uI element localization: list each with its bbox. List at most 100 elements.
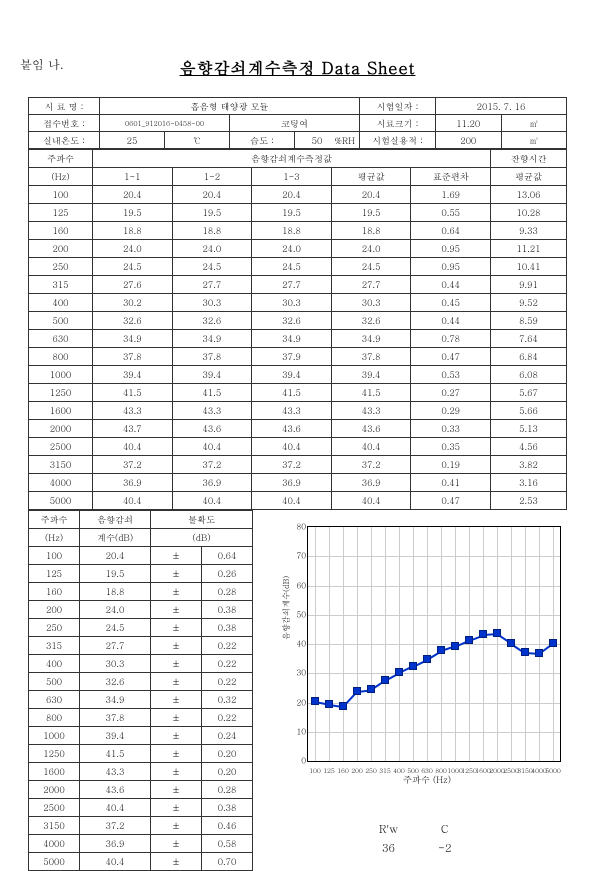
data-cell: 18.8	[93, 222, 173, 240]
data-cell: 0.64	[411, 222, 491, 240]
data-cell: 6.08	[491, 366, 567, 384]
col-std: 표준편차	[411, 168, 491, 186]
data-cell: 0.53	[411, 366, 491, 384]
data-cell: 27.7	[252, 276, 332, 294]
data-cell: 0.28	[202, 583, 253, 601]
col-rev-header: 잔향시간	[491, 150, 567, 168]
code-label: 코팅여	[230, 115, 360, 132]
data-cell: 2500	[29, 799, 80, 817]
page-title: 음향감쇠계수측정 Data Sheet	[28, 56, 567, 79]
data-cell: 20.4	[80, 547, 151, 565]
chart-marker	[451, 642, 459, 650]
data-cell: 200	[29, 240, 93, 258]
data-cell: 20.4	[172, 186, 252, 204]
data-cell: 37.2	[172, 456, 252, 474]
data-cell: 9.52	[491, 294, 567, 312]
data-cell: 4000	[29, 835, 80, 853]
plus-minus: ±	[151, 817, 202, 835]
data-cell: 24.5	[80, 619, 151, 637]
y-tick-label: 80	[292, 522, 306, 533]
data-cell: 5.13	[491, 420, 567, 438]
data-cell: 43.3	[80, 763, 151, 781]
plus-minus: ±	[151, 745, 202, 763]
data-cell: 39.4	[172, 366, 252, 384]
data-cell: 0.38	[202, 601, 253, 619]
col-1-1: 1-1	[93, 168, 173, 186]
data-cell: 41.5	[80, 745, 151, 763]
data-cell: 36.9	[172, 474, 252, 492]
data-cell: 6.84	[491, 348, 567, 366]
chart-marker	[507, 639, 515, 647]
data-cell: 43.6	[331, 420, 411, 438]
data-cell: 0.95	[411, 240, 491, 258]
data-cell: 0.35	[411, 438, 491, 456]
data-cell: 0.22	[202, 673, 253, 691]
col-freq-unit: (Hz)	[29, 168, 93, 186]
data-cell: 43.3	[331, 402, 411, 420]
data-cell: 30.2	[93, 294, 173, 312]
data-cell: 19.5	[93, 204, 173, 222]
data-cell: 160	[29, 583, 80, 601]
data-cell: 3150	[29, 456, 93, 474]
data-cell: 41.5	[252, 384, 332, 402]
chart-marker	[465, 636, 473, 644]
data-cell: 0.28	[202, 781, 253, 799]
data-cell: 0.64	[202, 547, 253, 565]
data-cell: 43.3	[252, 402, 332, 420]
data-cell: 0.38	[202, 619, 253, 637]
data-cell: 30.3	[80, 655, 151, 673]
humidity-value: 50	[312, 134, 323, 147]
data-cell: 2500	[29, 438, 93, 456]
test-date-label: 시험일자 :	[360, 98, 436, 115]
main-data-table: 주파수 음향감쇠계수측정값 잔향시간 (Hz) 1-1 1-2 1-3 평균값 …	[28, 149, 567, 510]
y-tick-label: 50	[292, 609, 306, 620]
data-cell: 630	[29, 330, 93, 348]
data-cell: 5.66	[491, 402, 567, 420]
data-cell: 36.9	[331, 474, 411, 492]
data-cell: 5.67	[491, 384, 567, 402]
data-cell: 36.9	[80, 835, 151, 853]
data-cell: 3.16	[491, 474, 567, 492]
plus-minus: ±	[151, 727, 202, 745]
data-cell: 0.55	[411, 204, 491, 222]
data-cell: 100	[29, 547, 80, 565]
data-cell: 43.6	[172, 420, 252, 438]
data-cell: 125	[29, 565, 80, 583]
x-axis-title: 주파수 (Hz)	[287, 773, 567, 786]
data-cell: 40.4	[172, 438, 252, 456]
plus-minus: ±	[151, 601, 202, 619]
size-unit: ㎡	[501, 115, 567, 132]
data-cell: 0.22	[202, 655, 253, 673]
data-cell: 37.9	[252, 348, 332, 366]
humidity-unit: %RH	[334, 134, 355, 147]
data-cell: 41.5	[331, 384, 411, 402]
data-cell: 24.0	[252, 240, 332, 258]
data-cell: 3150	[29, 817, 80, 835]
data-cell: 40.4	[93, 438, 173, 456]
data-cell: 9.91	[491, 276, 567, 294]
plus-minus: ±	[151, 853, 202, 871]
test-date-value: 2015. 7. 16	[436, 98, 567, 115]
data-cell: 13.06	[491, 186, 567, 204]
data-cell: 0.33	[411, 420, 491, 438]
room-vol-label: 시험실용적 :	[360, 132, 436, 149]
data-cell: 37.2	[252, 456, 332, 474]
lcol-coef: 음향감쇠	[80, 511, 151, 529]
data-cell: 43.3	[93, 402, 173, 420]
plus-minus: ±	[151, 691, 202, 709]
col-1-2: 1-2	[172, 168, 252, 186]
data-cell: 34.9	[331, 330, 411, 348]
data-cell: 500	[29, 673, 80, 691]
col-measurements: 음향감쇠계수측정값	[93, 150, 491, 168]
receipt-no-label: 접수번호 :	[29, 115, 100, 132]
data-cell: 18.8	[252, 222, 332, 240]
data-cell: 8.59	[491, 312, 567, 330]
data-cell: 27.6	[93, 276, 173, 294]
chart-marker	[381, 676, 389, 684]
data-cell: 37.8	[331, 348, 411, 366]
data-cell: 27.7	[172, 276, 252, 294]
chart-marker	[535, 649, 543, 657]
chart-marker	[493, 629, 501, 637]
data-cell: 1600	[29, 402, 93, 420]
data-cell: 0.45	[411, 294, 491, 312]
